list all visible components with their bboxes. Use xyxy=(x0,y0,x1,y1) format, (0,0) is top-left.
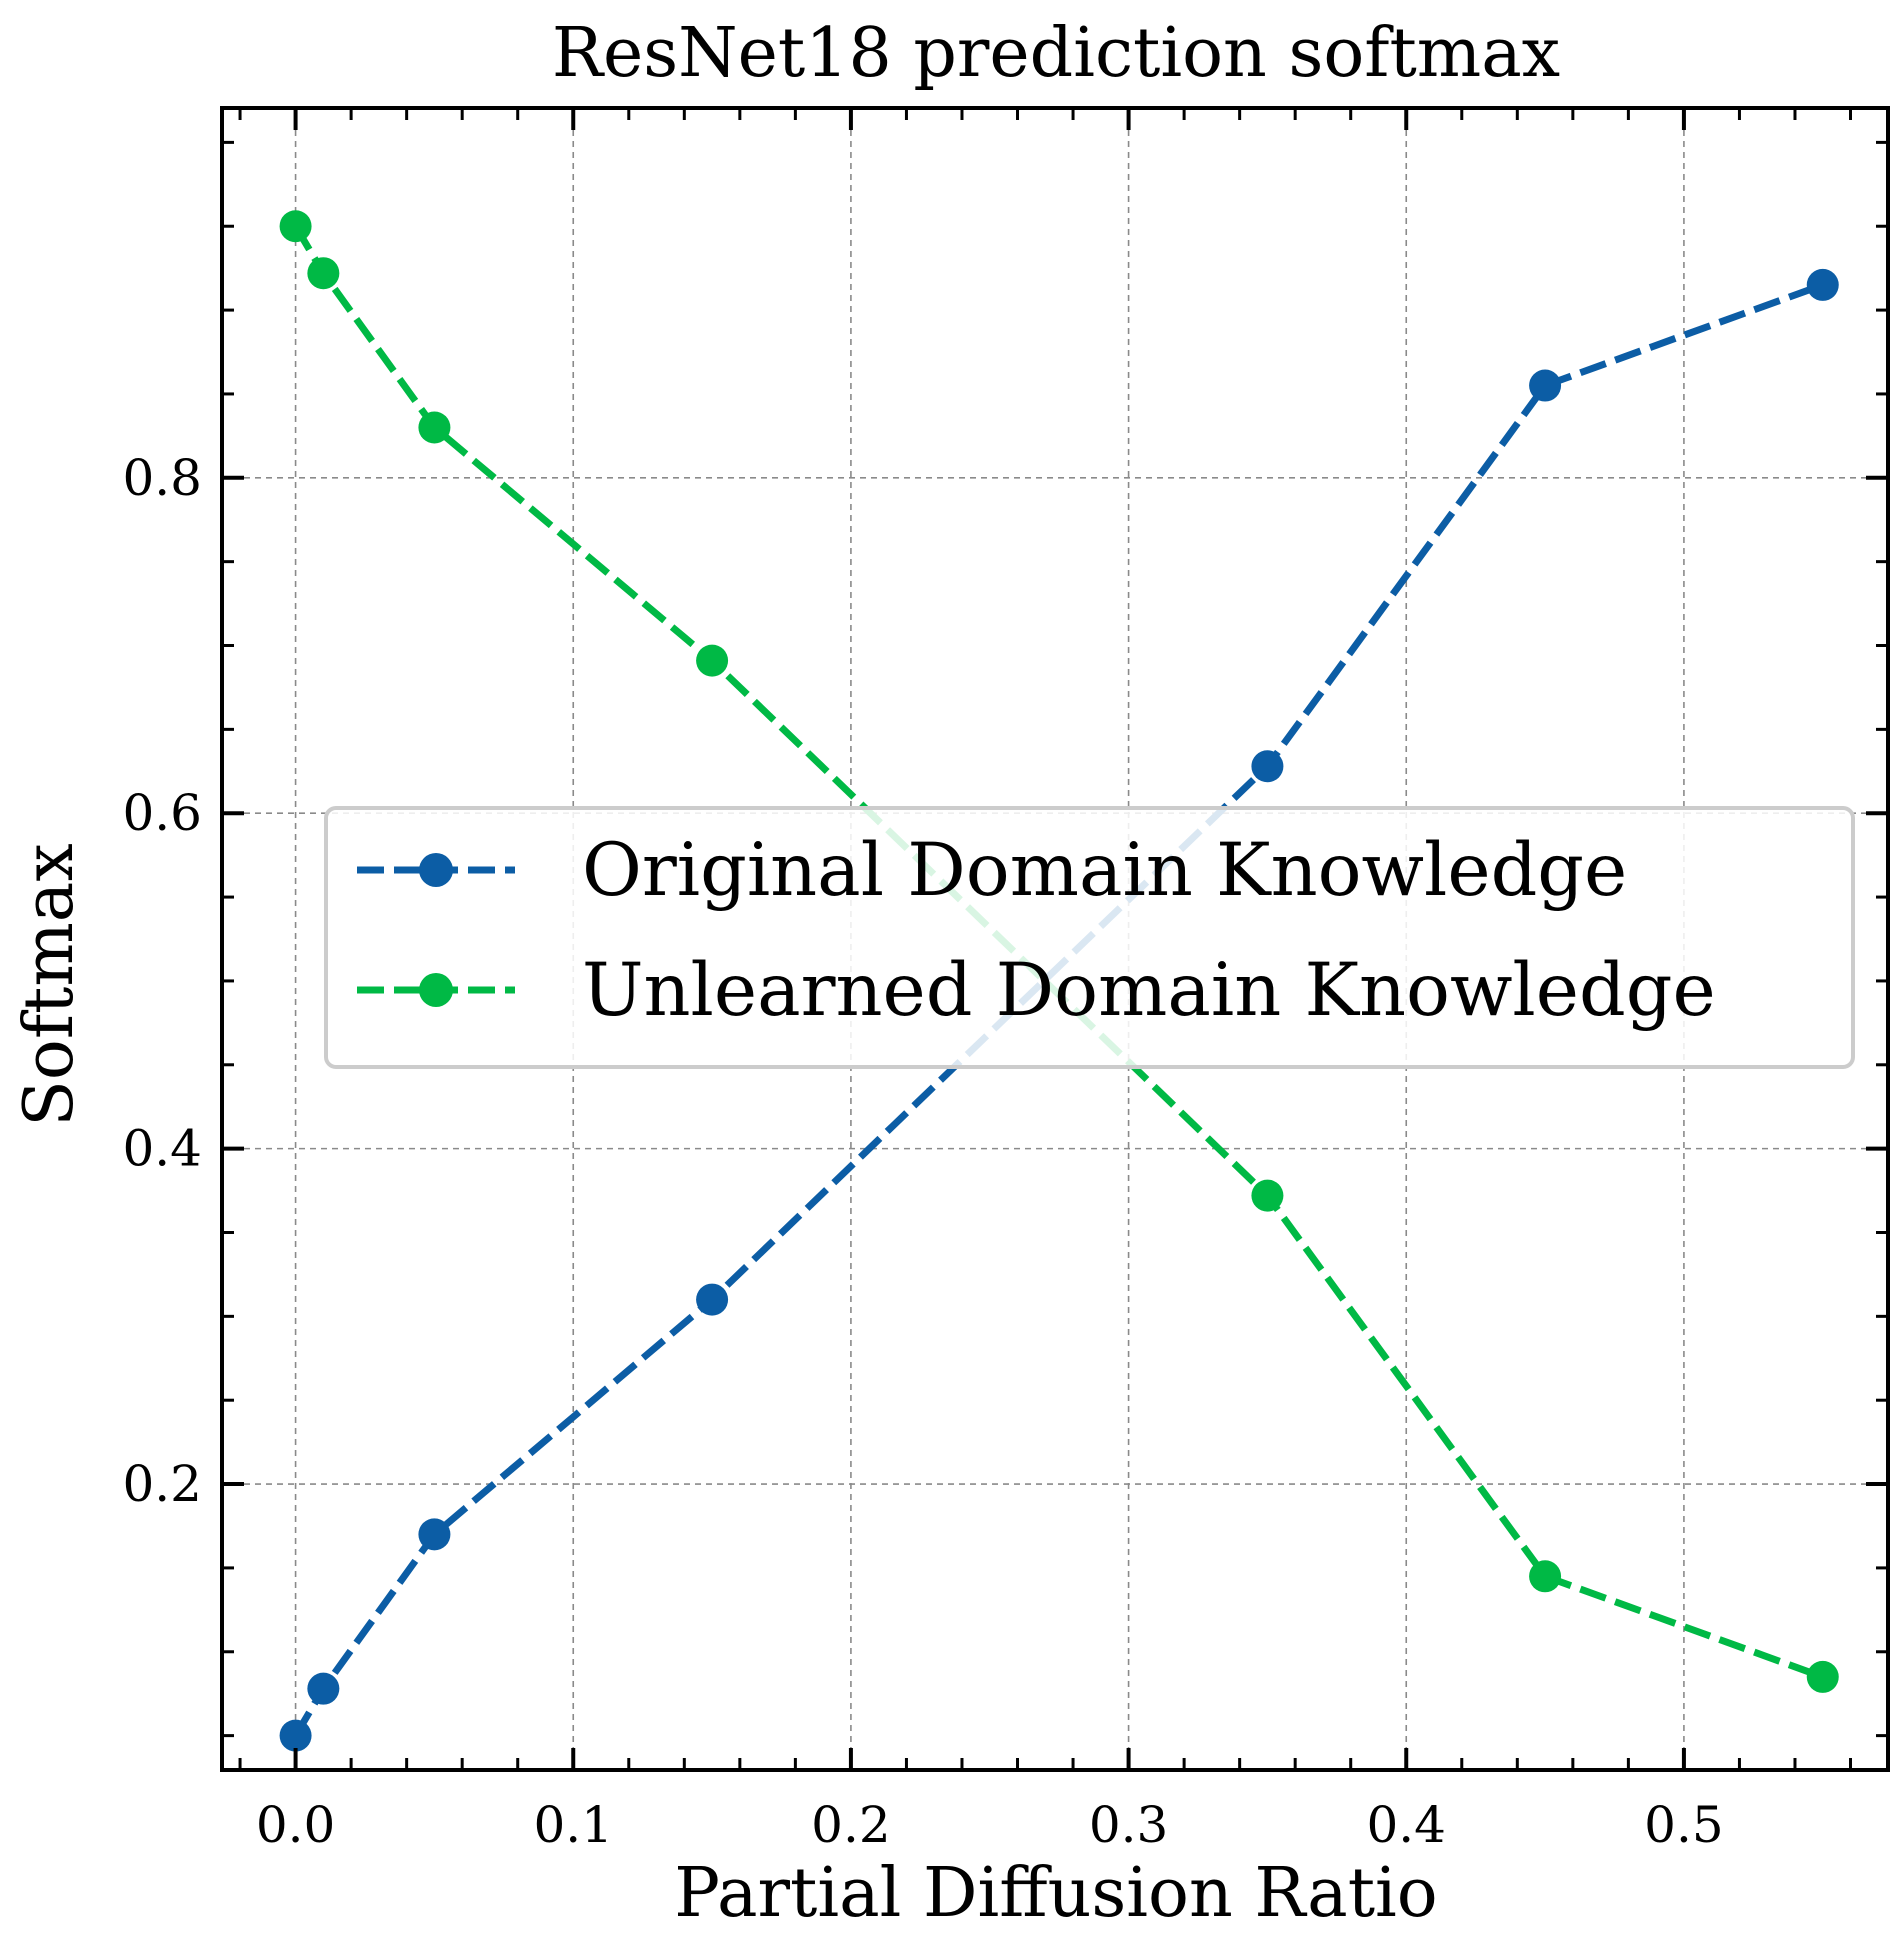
plot-frame xyxy=(220,106,1890,1772)
x-tick-label: 0.3 xyxy=(1089,1796,1169,1854)
legend: Original Domain Knowledge Unlearned Doma… xyxy=(324,806,1855,1069)
series-layer xyxy=(279,210,1839,1752)
series-0-point xyxy=(418,1518,451,1551)
series-1-point xyxy=(1251,1179,1284,1212)
tick-labels: 0.0 0.1 0.2 0.3 0.4 0.5 0.2 0.4 0.6 0.8 xyxy=(122,449,1723,1854)
y-tick-label: 0.2 xyxy=(122,1455,202,1513)
legend-label-unlearned: Unlearned Domain Knowledge xyxy=(582,948,1716,1033)
x-axis-label: Partial Diffusion Ratio xyxy=(674,1854,1437,1933)
x-tick-label: 0.4 xyxy=(1366,1796,1446,1854)
legend-marker-unlearned xyxy=(419,973,453,1007)
x-tick-label: 0.5 xyxy=(1644,1796,1724,1854)
series-0-point xyxy=(307,1672,340,1705)
series-1-point xyxy=(1806,1660,1839,1693)
legend-box xyxy=(324,806,1855,1069)
x-tick-label: 0.2 xyxy=(811,1796,891,1854)
x-tick-label: 0.1 xyxy=(533,1796,613,1854)
chart-title: ResNet18 prediction softmax xyxy=(552,14,1560,93)
series-0-point xyxy=(1806,268,1839,301)
y-tick-label: 0.6 xyxy=(122,784,202,842)
series-1-point xyxy=(307,257,340,290)
series-0-point xyxy=(279,1719,312,1752)
series-1-point xyxy=(696,644,729,677)
series-1-point xyxy=(1529,1560,1562,1593)
y-tick-label: 0.8 xyxy=(122,449,202,507)
y-axis-label: Softmax xyxy=(10,843,89,1126)
x-tick-label: 0.0 xyxy=(256,1796,336,1854)
series-0-point xyxy=(1529,369,1562,402)
y-tick-label: 0.4 xyxy=(122,1120,202,1178)
series-0-point xyxy=(1251,750,1284,783)
legend-marker-original xyxy=(419,853,453,887)
legend-label-original: Original Domain Knowledge xyxy=(582,828,1627,913)
series-1-point xyxy=(418,411,451,444)
series-1-point xyxy=(279,210,312,243)
series-0-point xyxy=(696,1283,729,1316)
